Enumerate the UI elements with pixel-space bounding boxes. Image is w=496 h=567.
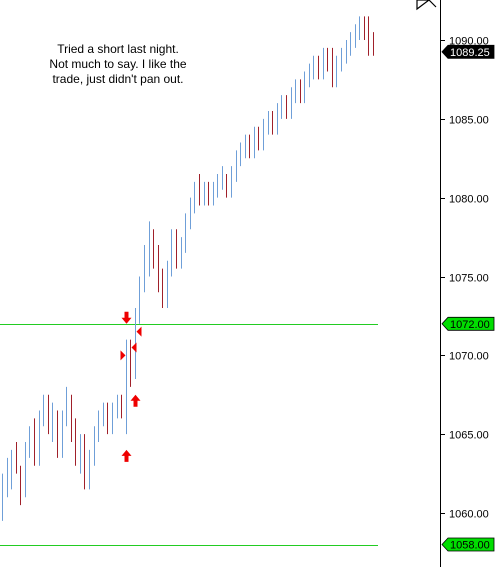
price-tag-label: 1089.25 [450, 47, 490, 59]
trade-marker-triangle-right-icon [120, 350, 126, 361]
axis-tick-label: 1080.00 [449, 194, 489, 206]
axis-tick-label: 1075.00 [449, 273, 489, 285]
trade-marker-arrow-up-icon [121, 449, 132, 462]
trade-marker-arrow-down-icon [121, 311, 132, 324]
chart-annotation: Tried a short last night. Not much to sa… [18, 42, 218, 87]
annotation-line: trade, just didn't pan out. [52, 72, 184, 86]
price-tag [441, 316, 495, 331]
trade-marker-arrow-up-icon [130, 394, 141, 407]
price-tag [441, 537, 495, 552]
axis-tick-label: 1060.00 [449, 509, 489, 521]
trade-marker-triangle-left-icon [136, 326, 142, 337]
axis-tick-label: 1090.00 [449, 36, 489, 48]
axis-tick-label: 1070.00 [449, 351, 489, 363]
price-tag-label: 1072.00 [450, 319, 490, 331]
annotation-line: Tried a short last night. [57, 42, 179, 56]
annotation-line: Not much to say. I like the [49, 57, 187, 71]
trade-marker-triangle-left-icon [131, 342, 137, 353]
cursor-icon [416, 0, 437, 11]
axis-tick-label: 1085.00 [449, 115, 489, 127]
price-tag-label: 1058.00 [450, 540, 490, 552]
price-tag [441, 44, 495, 59]
axis-tick-label: 1065.00 [449, 430, 489, 442]
